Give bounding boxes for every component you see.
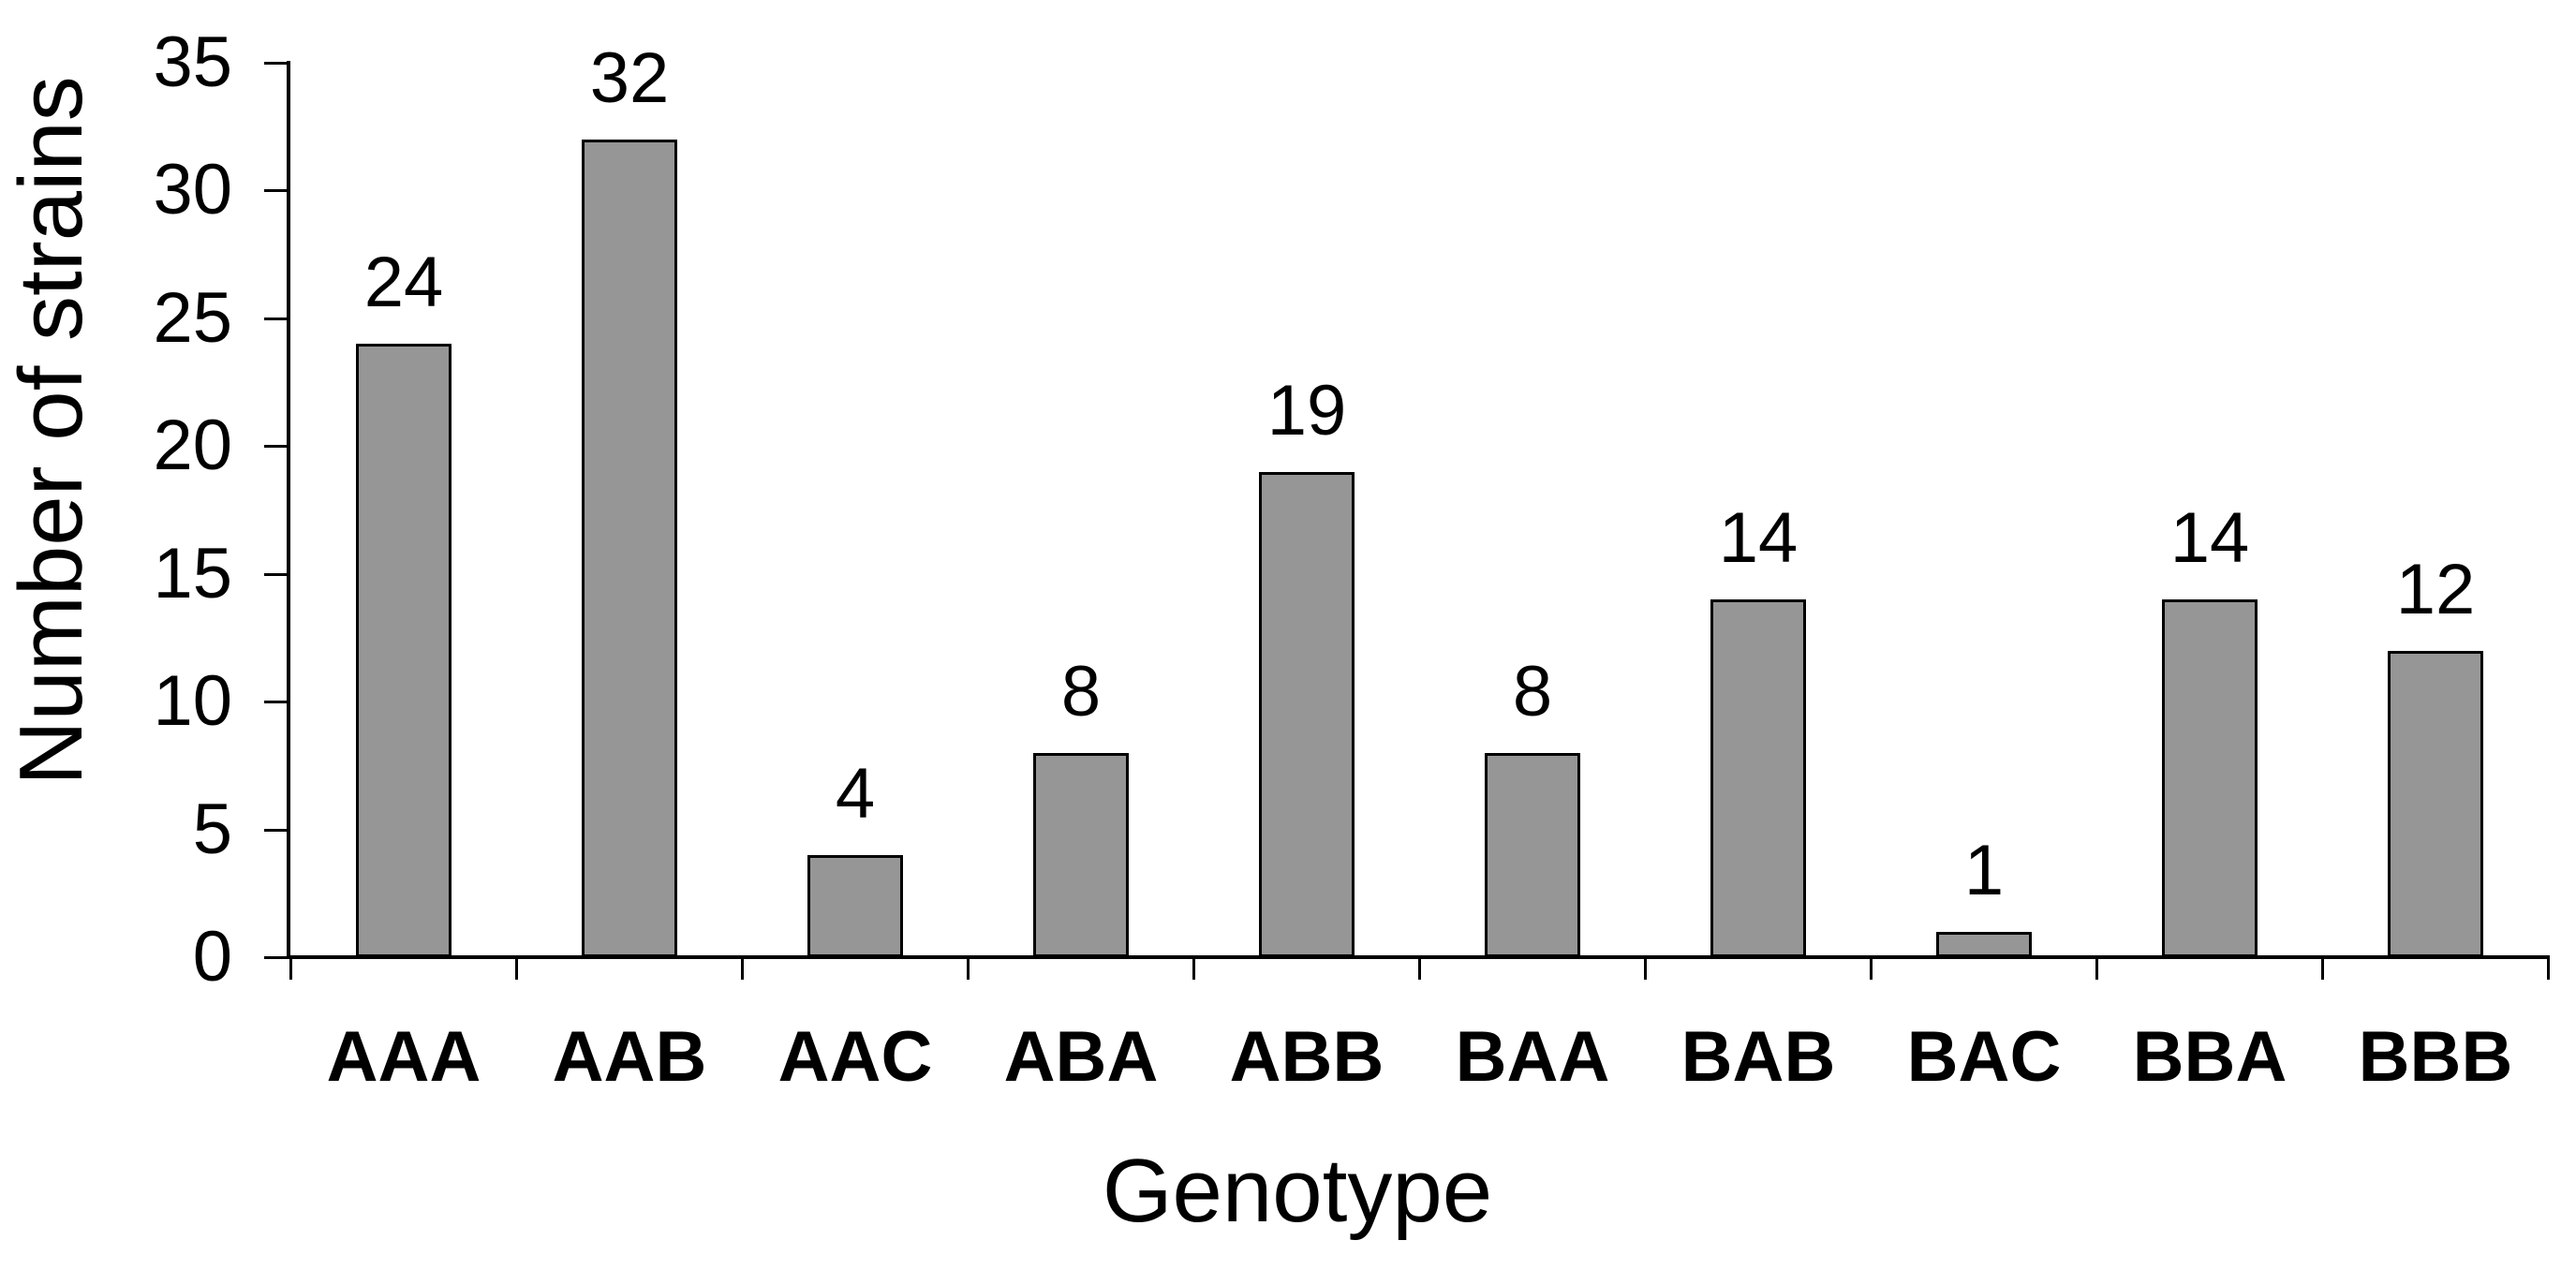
x-axis-title: Genotype [1102,1141,1493,1241]
bar-value-label: 8 [1512,652,1553,731]
bar [2388,651,2483,957]
y-tick [264,573,287,576]
y-tick [264,445,287,448]
bar [582,140,677,957]
y-tick-label: 35 [153,22,232,102]
y-axis-line [287,61,290,959]
category-label: BBA [2132,1017,2287,1097]
bar [1710,599,1806,957]
y-tick [264,318,287,320]
category-label: ABB [1229,1017,1384,1097]
category-label: AAC [777,1017,933,1097]
bar [1033,753,1129,957]
y-tick-label: 25 [153,278,232,358]
y-tick [264,701,287,703]
x-tick [2095,957,2098,980]
y-tick [264,189,287,192]
y-tick-label: 30 [153,150,232,229]
y-tick-label: 10 [153,661,232,741]
x-tick [2547,957,2550,980]
bar [1259,472,1355,957]
y-tick [264,62,287,65]
bar-value-label: 1 [1963,831,2005,910]
x-tick [967,957,970,980]
x-tick [289,957,292,980]
bar [2162,599,2258,957]
y-tick-label: 0 [192,917,232,997]
bar [356,344,452,957]
x-tick [2321,957,2324,980]
bar [1936,932,2032,957]
x-tick [741,957,744,980]
bar [807,855,903,957]
x-tick [515,957,518,980]
category-label: BBB [2358,1017,2513,1097]
category-label: AAA [326,1017,481,1097]
bar-value-label: 19 [1266,371,1347,450]
y-tick [264,829,287,832]
x-tick [1870,957,1873,980]
bar [1485,753,1580,957]
bar-value-label: 24 [363,243,444,322]
category-label: BAA [1455,1017,1610,1097]
bar-value-label: 4 [835,754,876,834]
bar-value-label: 8 [1060,652,1102,731]
category-label: BAC [1906,1017,2062,1097]
category-label: ABA [1003,1017,1159,1097]
y-tick [264,956,287,959]
bar-value-label: 32 [589,38,670,118]
y-tick-label: 15 [153,534,232,613]
bar-value-label: 14 [1718,498,1799,578]
bar-value-label: 12 [2395,550,2476,629]
x-tick [1644,957,1647,980]
x-tick [1418,957,1421,980]
y-tick-label: 5 [192,790,232,869]
category-label: AAB [552,1017,707,1097]
y-tick-label: 20 [153,406,232,485]
bar-value-label: 14 [2169,498,2250,578]
x-tick [1192,957,1195,980]
category-label: BAB [1680,1017,1836,1097]
